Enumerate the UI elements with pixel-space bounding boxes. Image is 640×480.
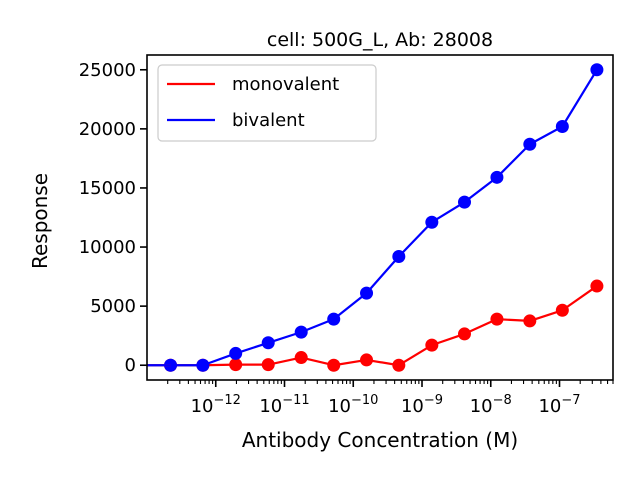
data-point-bivalent xyxy=(229,346,243,360)
data-point-monovalent xyxy=(360,353,374,367)
series-layer xyxy=(147,63,604,372)
plot-frame xyxy=(146,54,614,381)
y-axis-label: Response xyxy=(28,173,52,269)
data-point-monovalent xyxy=(555,303,569,317)
data-point-monovalent xyxy=(590,279,604,293)
x-tick-label: 10−9 xyxy=(401,393,443,417)
y-tick-label: 10000 xyxy=(79,237,136,258)
y-axis: 0 5000 10000 15000 20000 25000 xyxy=(79,60,147,376)
data-point-bivalent xyxy=(392,250,406,263)
legend-label-bivalent: bivalent xyxy=(232,110,305,131)
y-tick-label: 25000 xyxy=(79,60,136,81)
data-point-monovalent xyxy=(425,338,439,352)
data-point-monovalent xyxy=(261,358,275,372)
y-tick-label: 5000 xyxy=(90,296,136,317)
data-point-monovalent xyxy=(294,351,308,365)
data-point-bivalent xyxy=(590,63,604,77)
data-point-bivalent xyxy=(425,215,439,229)
x-tick-label: 10−11 xyxy=(259,393,309,417)
data-point-monovalent xyxy=(490,312,504,326)
legend: monovalent bivalent xyxy=(157,64,377,142)
chart-title: cell: 500G_L, Ab: 28008 xyxy=(267,29,493,51)
data-point-bivalent xyxy=(523,137,537,151)
data-point-bivalent xyxy=(555,120,569,133)
legend-label-monovalent: monovalent xyxy=(232,74,339,95)
y-tick-label: 20000 xyxy=(79,119,136,140)
data-point-bivalent xyxy=(490,170,504,184)
x-axis: 10−12 10−11 10−10 10−9 10−8 10−7 xyxy=(167,380,614,417)
data-point-bivalent xyxy=(196,358,210,372)
y-tick-label: 0 xyxy=(125,355,136,376)
x-axis-label: Antibody Concentration (M) xyxy=(242,428,518,452)
x-tick-label: 10−10 xyxy=(328,393,378,417)
x-tick-label: 10−8 xyxy=(470,393,512,417)
y-tick-label: 15000 xyxy=(79,178,136,199)
data-point-monovalent xyxy=(523,314,537,328)
data-point-bivalent xyxy=(360,286,374,300)
data-point-bivalent xyxy=(457,195,471,209)
data-point-bivalent xyxy=(294,325,308,339)
data-point-monovalent xyxy=(229,358,243,372)
x-tick-label: 10−12 xyxy=(191,393,241,417)
data-point-monovalent xyxy=(392,358,406,372)
data-point-monovalent xyxy=(327,358,341,372)
x-tick-label: 10−7 xyxy=(538,393,580,417)
data-point-bivalent xyxy=(261,336,275,350)
data-point-bivalent xyxy=(327,312,341,326)
data-point-monovalent xyxy=(457,327,471,341)
